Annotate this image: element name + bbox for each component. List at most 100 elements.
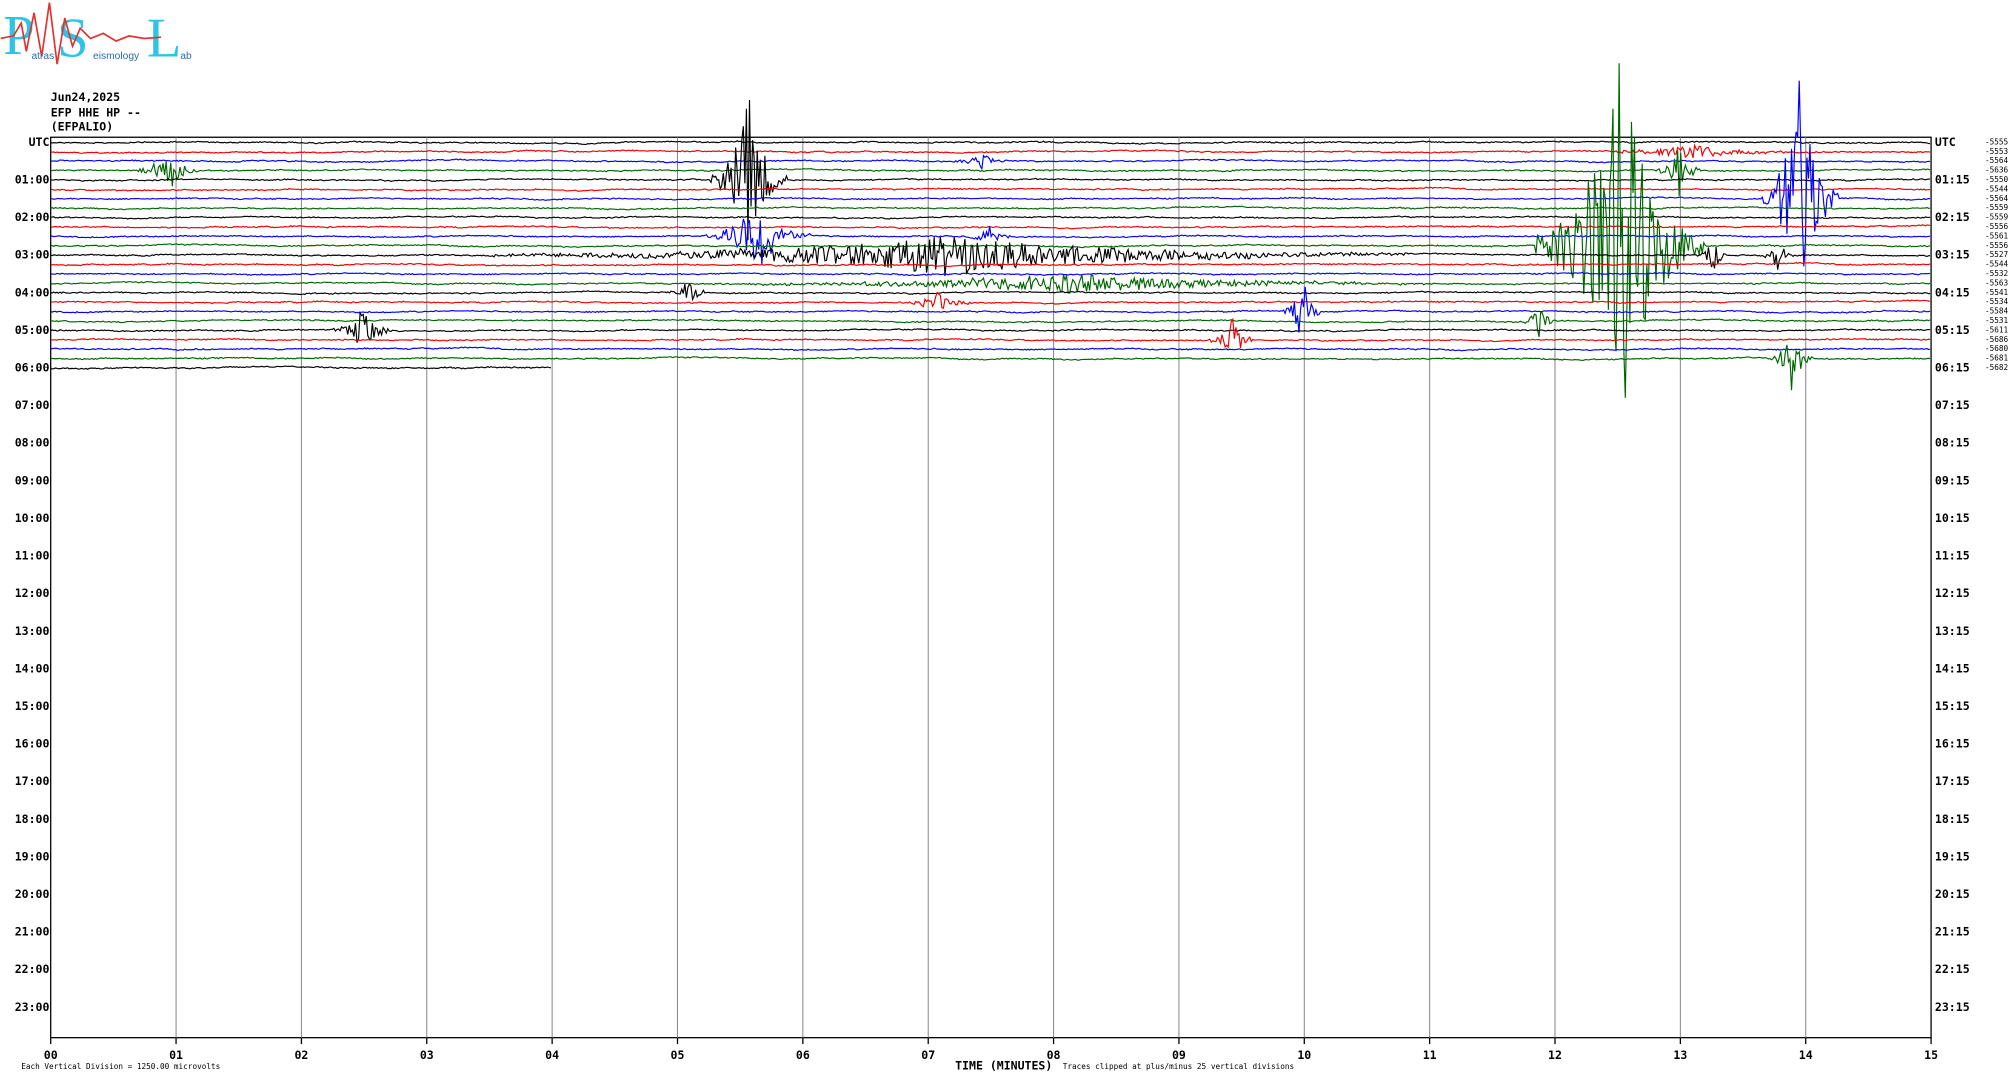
trace-offset: -5584 <box>1985 307 2009 316</box>
hour-label: 21:00 <box>15 925 50 939</box>
hour-label: 16:00 <box>15 737 50 751</box>
hour-label: 20:00 <box>15 887 50 901</box>
x-tick-label: 10 <box>1297 1048 1311 1062</box>
hour-label-right: 03:15 <box>1935 248 1970 262</box>
hour-label-right: 19:15 <box>1935 849 1970 863</box>
logo-letter: S <box>57 8 88 70</box>
trace <box>50 100 1931 241</box>
hour-label-right: 18:15 <box>1935 812 1970 826</box>
plot-frame <box>50 136 1932 1039</box>
hour-label-right: 09:15 <box>1935 473 1970 487</box>
trace-offset: -5527 <box>1985 250 2009 259</box>
trace <box>50 286 1931 333</box>
grid <box>50 137 1932 1045</box>
trace-offset: -5553 <box>1985 147 2009 156</box>
trace-offset: -5564 <box>1985 194 2009 203</box>
hour-label: 14:00 <box>15 661 50 675</box>
logo-word: eismology <box>93 51 140 62</box>
hour-label: 02:00 <box>15 210 50 224</box>
clip-note: Traces clipped at plus/minus 25 vertical… <box>1063 1062 1294 1071</box>
hour-label: 11:00 <box>15 549 50 563</box>
trace-offset: -5531 <box>1985 316 2009 325</box>
x-tick-label: 11 <box>1423 1048 1437 1062</box>
hour-label: 04:00 <box>15 285 50 299</box>
x-tick-label: 04 <box>545 1048 559 1062</box>
x-tick-label: 00 <box>44 1048 58 1062</box>
logo-wave <box>0 2 162 65</box>
hour-label-right: 21:15 <box>1935 925 1970 939</box>
trace <box>50 261 1931 267</box>
hour-label: 06:00 <box>15 361 50 375</box>
trace-offset: -5555 <box>1985 137 2009 146</box>
trace-offset: -5559 <box>1985 203 2009 212</box>
hour-label-right: 04:15 <box>1935 285 1970 299</box>
hour-label-right: 10:15 <box>1935 511 1970 525</box>
trace <box>50 274 1931 294</box>
trace-offset: -5559 <box>1985 213 2009 222</box>
hour-label-right: 16:15 <box>1935 737 1970 751</box>
trace <box>50 311 1931 338</box>
trace <box>50 310 1931 343</box>
header-channel: EFP HHE HP -- <box>51 105 141 119</box>
trace-offset: -5681 <box>1985 354 2009 363</box>
trace <box>50 218 1931 265</box>
trace-offset: -5556 <box>1985 241 2009 250</box>
trace <box>50 236 1931 277</box>
x-tick-label: 06 <box>796 1048 810 1062</box>
trace-offset: -5561 <box>1985 231 2009 240</box>
trace <box>50 154 1931 171</box>
trace <box>50 150 1931 197</box>
trace <box>50 283 1931 302</box>
hour-label: 17:00 <box>15 774 50 788</box>
trace-offset: -5636 <box>1985 166 2009 175</box>
hour-label-right: 02:15 <box>1935 210 1970 224</box>
hour-label: 23:00 <box>15 1000 50 1014</box>
hour-label: 18:00 <box>15 812 50 826</box>
labels: 00 01 02 03 04 05 06 07 08 09 10 11 12 13 14 15 UTC UTC 01… <box>15 135 2009 1062</box>
trace <box>50 365 551 370</box>
trace-offset: -5534 <box>1985 297 2009 306</box>
scale-note: Each Vertical Division = 1250.00 microvo… <box>21 1062 220 1071</box>
hour-label-right: 12:15 <box>1935 586 1970 600</box>
hour-label-right: 08:15 <box>1935 436 1970 450</box>
trace-offset: -5680 <box>1985 344 2009 353</box>
x-tick-label: 14 <box>1799 1048 1813 1062</box>
hour-label: 03:00 <box>15 248 50 262</box>
header-date: Jun24,2025 <box>51 90 120 104</box>
hour-label-right: 01:15 <box>1935 172 1970 186</box>
logo-word: ab <box>180 51 192 62</box>
trace-offset: -5550 <box>1985 175 2009 184</box>
hour-label: 09:00 <box>15 473 50 487</box>
hour-label: 13:00 <box>15 624 50 638</box>
logo: P S L atras eismology ab <box>0 2 192 70</box>
trace <box>50 140 1931 146</box>
trace <box>50 143 1931 159</box>
trace-offset: -5544 <box>1985 184 2009 193</box>
x-tick-label: 02 <box>294 1048 308 1062</box>
trace <box>50 80 1931 267</box>
trace <box>50 344 1931 391</box>
trace-offset: -5541 <box>1985 288 2009 297</box>
traces <box>50 63 1931 398</box>
trace <box>50 63 1931 398</box>
hour-label: 12:00 <box>15 586 50 600</box>
trace-offset: -5556 <box>1985 222 2009 231</box>
hour-label: 10:00 <box>15 511 50 525</box>
x-tick-label: 07 <box>921 1048 935 1062</box>
hour-label: 22:00 <box>15 962 50 976</box>
x-axis-title: TIME (MINUTES) <box>955 1058 1052 1072</box>
x-tick-label: 12 <box>1548 1048 1562 1062</box>
hour-label-right: 05:15 <box>1935 323 1970 337</box>
hour-label-right: 11:15 <box>1935 549 1970 563</box>
hour-label-right: 17:15 <box>1935 774 1970 788</box>
x-tick-label: 15 <box>1924 1048 1938 1062</box>
hour-label-right: 13:15 <box>1935 624 1970 638</box>
trace-offset: -5686 <box>1985 335 2009 344</box>
logo-word: atras <box>31 51 54 62</box>
trace <box>50 346 1931 352</box>
hour-label-right: 20:15 <box>1935 887 1970 901</box>
hour-label: 05:00 <box>15 323 50 337</box>
hour-label-right: 23:15 <box>1935 1000 1970 1014</box>
hour-label-right: 15:15 <box>1935 699 1970 713</box>
